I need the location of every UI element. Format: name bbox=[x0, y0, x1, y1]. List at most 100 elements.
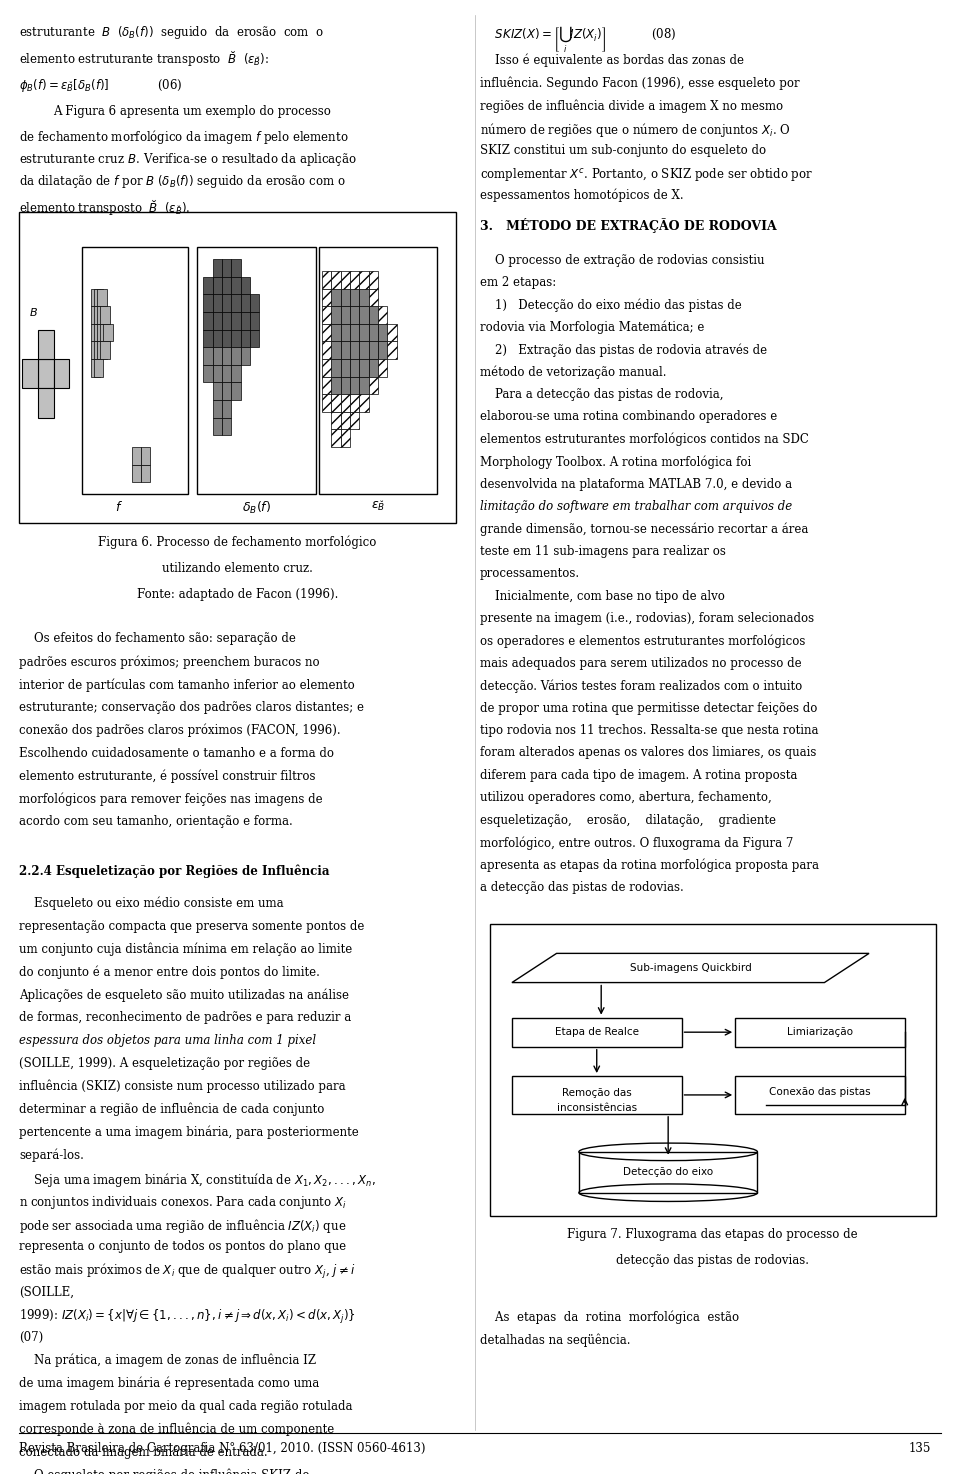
Bar bbox=[141, 464, 150, 482]
Bar bbox=[369, 360, 378, 376]
Text: detecção. Vários testes foram realizados com o intuito: detecção. Vários testes foram realizados… bbox=[480, 680, 803, 693]
Bar bbox=[322, 360, 331, 376]
Text: de propor uma rotina que permitisse detectar feições do: de propor uma rotina que permitisse dete… bbox=[480, 702, 817, 715]
Text: os operadores e elementos estruturantes morfológicos: os operadores e elementos estruturantes … bbox=[480, 634, 805, 649]
Text: Remoção das: Remoção das bbox=[562, 1088, 632, 1098]
Bar bbox=[204, 312, 212, 330]
Text: (SOILLE,: (SOILLE, bbox=[19, 1285, 74, 1299]
Bar bbox=[341, 360, 349, 376]
Bar bbox=[91, 307, 101, 324]
Bar bbox=[322, 342, 331, 360]
Bar bbox=[91, 360, 101, 376]
Text: utilizando elemento cruz.: utilizando elemento cruz. bbox=[162, 562, 313, 575]
Text: mais adequados para serem utilizados no processo de: mais adequados para serem utilizados no … bbox=[480, 657, 802, 669]
Bar bbox=[322, 324, 331, 342]
Bar bbox=[359, 394, 369, 411]
Text: Sub-imagens Quickbird: Sub-imagens Quickbird bbox=[630, 963, 752, 973]
Text: inconsistências: inconsistências bbox=[557, 1103, 636, 1113]
Bar bbox=[349, 271, 359, 289]
Bar bbox=[212, 366, 222, 382]
Bar bbox=[231, 366, 241, 382]
Text: Os efeitos do fechamento são: separação de: Os efeitos do fechamento são: separação … bbox=[19, 632, 296, 646]
Bar bbox=[91, 324, 101, 342]
Text: $\delta_B(f)$: $\delta_B(f)$ bbox=[242, 500, 271, 516]
Bar bbox=[222, 312, 231, 330]
Bar bbox=[322, 271, 331, 289]
Bar bbox=[97, 324, 107, 342]
Text: Morphology Toolbox. A rotina morfológica foi: Morphology Toolbox. A rotina morfológica… bbox=[480, 455, 752, 469]
Bar bbox=[241, 348, 250, 366]
Text: Revista Brasileira de Cartografia N° 63/01, 2010. (ISSN 0560-4613): Revista Brasileira de Cartografia N° 63/… bbox=[19, 1442, 425, 1455]
Bar bbox=[97, 289, 107, 307]
Bar bbox=[349, 394, 359, 411]
Bar bbox=[222, 295, 231, 312]
Text: elaborou-se uma rotina combinando operadores e: elaborou-se uma rotina combinando operad… bbox=[480, 410, 778, 423]
Bar bbox=[104, 324, 113, 342]
Bar bbox=[378, 342, 388, 360]
Bar bbox=[341, 342, 349, 360]
Text: n conjuntos individuais conexos. Para cada conjunto $X_i$: n conjuntos individuais conexos. Para ca… bbox=[19, 1194, 347, 1212]
Text: $f$: $f$ bbox=[115, 500, 123, 514]
Text: 1)   Detecção do eixo médio das pistas de: 1) Detecção do eixo médio das pistas de bbox=[480, 298, 742, 312]
Text: Isso é equivalente as bordas das zonas de: Isso é equivalente as bordas das zonas d… bbox=[480, 53, 744, 68]
Bar bbox=[38, 330, 54, 360]
Text: A Figura 6 apresenta um exemplo do processo: A Figura 6 apresenta um exemplo do proce… bbox=[53, 106, 330, 118]
Bar bbox=[212, 295, 222, 312]
Text: (SOILLE, 1999). A esqueletização por regiões de: (SOILLE, 1999). A esqueletização por reg… bbox=[19, 1057, 310, 1070]
Bar bbox=[331, 271, 341, 289]
Bar bbox=[38, 388, 54, 417]
Bar bbox=[331, 376, 341, 394]
Text: a detecção das pistas de rodovias.: a detecção das pistas de rodovias. bbox=[480, 881, 684, 893]
Bar bbox=[212, 382, 222, 399]
Bar bbox=[38, 360, 54, 388]
Text: em 2 etapas:: em 2 etapas: bbox=[480, 276, 556, 289]
Bar bbox=[222, 277, 231, 295]
Bar bbox=[222, 382, 231, 399]
FancyBboxPatch shape bbox=[19, 212, 456, 523]
FancyBboxPatch shape bbox=[197, 248, 316, 494]
Text: diferem para cada tipo de imagem. A rotina proposta: diferem para cada tipo de imagem. A roti… bbox=[480, 769, 798, 781]
Bar bbox=[369, 376, 378, 394]
Text: elemento transposto  $\breve{B}$  $(\varepsilon_{\breve{B}})$.: elemento transposto $\breve{B}$ $(\varep… bbox=[19, 199, 190, 218]
Text: $\phi_B(f) = \varepsilon_{\breve{B}}[\delta_B(f)]$             (06): $\phi_B(f) = \varepsilon_{\breve{B}}[\de… bbox=[19, 77, 182, 94]
Bar bbox=[212, 417, 222, 435]
Bar bbox=[322, 376, 331, 394]
Bar bbox=[94, 289, 104, 307]
Bar bbox=[359, 289, 369, 307]
Bar bbox=[378, 360, 388, 376]
Text: Figura 6. Processo de fechamento morfológico: Figura 6. Processo de fechamento morfoló… bbox=[99, 535, 376, 548]
Bar bbox=[97, 307, 107, 324]
Bar bbox=[94, 342, 104, 360]
Bar bbox=[369, 342, 378, 360]
Text: Figura 7. Fluxograma das etapas do processo de: Figura 7. Fluxograma das etapas do proce… bbox=[567, 1228, 858, 1241]
Bar bbox=[378, 324, 388, 342]
Bar bbox=[212, 348, 222, 366]
Text: interior de partículas com tamanho inferior ao elemento: interior de partículas com tamanho infer… bbox=[19, 678, 355, 691]
Bar bbox=[341, 271, 349, 289]
Bar bbox=[222, 417, 231, 435]
Text: utilizou operadores como, abertura, fechamento,: utilizou operadores como, abertura, fech… bbox=[480, 792, 772, 805]
Bar bbox=[331, 307, 341, 324]
Text: Aplicações de esqueleto são muito utilizadas na análise: Aplicações de esqueleto são muito utiliz… bbox=[19, 989, 349, 1002]
Bar bbox=[349, 342, 359, 360]
Text: Seja uma imagem binária X, constituída de $X_1, X_2, ..., X_n,$: Seja uma imagem binária X, constituída d… bbox=[19, 1172, 376, 1190]
Text: limitação do software em trabalhar com arquivos de: limitação do software em trabalhar com a… bbox=[480, 500, 792, 513]
Bar bbox=[359, 307, 369, 324]
Text: teste em 11 sub-imagens para realizar os: teste em 11 sub-imagens para realizar os bbox=[480, 545, 726, 557]
Bar bbox=[369, 307, 378, 324]
FancyBboxPatch shape bbox=[319, 248, 438, 494]
Bar bbox=[231, 259, 241, 277]
Bar bbox=[241, 312, 250, 330]
Bar bbox=[341, 429, 349, 447]
Text: Escolhendo cuidadosamente o tamanho e a forma do: Escolhendo cuidadosamente o tamanho e a … bbox=[19, 747, 334, 759]
Text: 2)   Extração das pistas de rodovia através de: 2) Extração das pistas de rodovia atravé… bbox=[480, 343, 767, 357]
Bar bbox=[231, 382, 241, 399]
Bar bbox=[388, 324, 396, 342]
Bar bbox=[250, 312, 259, 330]
Text: Conexão das pistas: Conexão das pistas bbox=[769, 1086, 871, 1097]
Bar bbox=[322, 307, 331, 324]
Bar bbox=[341, 324, 349, 342]
Text: determinar a região de influência de cada conjunto: determinar a região de influência de cad… bbox=[19, 1103, 324, 1116]
Bar bbox=[54, 360, 69, 388]
Bar bbox=[212, 277, 222, 295]
